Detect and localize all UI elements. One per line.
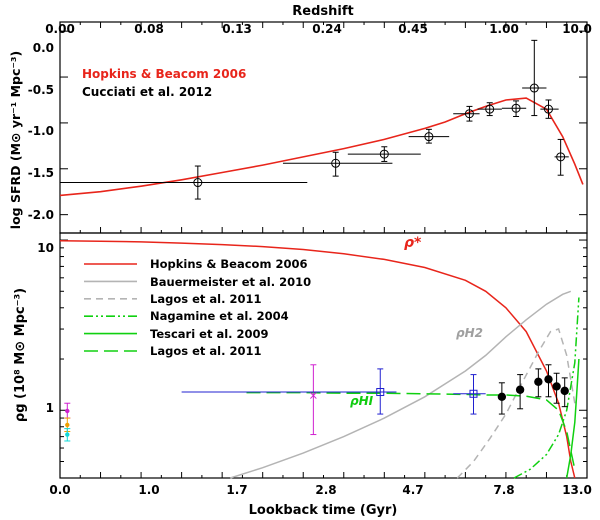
cucciati-point [379,149,389,159]
cucciati-point [511,103,521,113]
cucciati-point [464,109,474,119]
bottom-line-tescari-et-al-2009 [565,358,580,479]
legend-label-lagos-h2: Lagos et al. 2011 [150,292,261,306]
bottom-y-axis-label: ρg (10⁸ M⊙ Mpc⁻³) [13,288,28,422]
bottom-legend: Hopkins & Beacom 2006 Bauermeister et al… [150,257,311,358]
legend-label-lagos-hi: Lagos et al. 2011 [150,344,261,358]
top-legend-hopkins: Hopkins & Beacom 2006 [82,67,246,81]
bottom-y-tick: 10 [37,241,54,255]
redshift-tick: 0.00 [45,22,75,36]
top-y-tick: 0.0 [33,41,54,55]
top-axis-title: Redshift [292,4,353,19]
point-dot [65,432,70,437]
legend-label-bauermeister: Bauermeister et al. 2010 [150,275,311,289]
bottom-y-tick: 1 [46,401,54,415]
lookback-tick: 2.8 [315,483,336,497]
top-y-ticks: 0.0 -0.5 -1.0 -1.5 -2.0 [28,41,54,222]
redshift-tick: 0.24 [312,22,342,36]
cucciati-point [543,104,553,114]
chart-marks [59,22,588,479]
x-axis-label: Lookback time (Gyr) [249,503,398,518]
lookback-tick: 13.0 [562,483,592,497]
cucciati-point [193,178,203,188]
top-panel-frame [59,21,588,234]
legend-label-hopkins: Hopkins & Beacom 2006 [150,257,307,271]
redshift-tick: 0.13 [222,22,252,36]
top-y-tick: -2.0 [28,208,54,222]
lookback-tick: 1.7 [226,483,247,497]
point-filled [544,375,553,384]
cucciati-point [424,132,434,142]
point-x [310,392,317,399]
bottom-y-ticks: 10 1 [37,241,54,415]
annotation-rho-h2: ρH2 [456,326,483,340]
legend-label-nagamine: Nagamine et al. 2004 [150,309,289,323]
lookback-tick: 7.8 [493,483,514,497]
bottom-line-lagos-et-al-2011-h2 [456,328,576,479]
redshift-tick: 0.45 [398,22,428,36]
top-y-tick: -1.5 [28,166,54,180]
top-y-tick: -0.5 [28,83,54,97]
lookback-ticks: 0.0 1.0 1.7 2.8 4.7 7.8 13.0 [49,483,591,497]
cucciati-point [556,152,566,162]
point-dot [65,408,70,414]
top-legend-cucciati: Cucciati et al. 2012 [82,85,212,99]
point-filled [534,377,543,386]
point-dot [65,422,70,428]
cucciati-point [485,104,495,114]
lookback-tick: 0.0 [49,483,70,497]
top-y-tick: -1.0 [28,124,54,138]
bottom-line-nagamine-et-al-2004 [513,297,580,479]
redshift-tick: 10.0 [562,22,592,36]
point-square [376,388,385,397]
bottom-line-hopkins-beacom-2006 [59,240,576,479]
lookback-tick: 1.0 [138,483,159,497]
point-filled [560,386,569,396]
lookback-tick: 4.7 [402,483,423,497]
redshift-tick: 1.00 [489,22,519,36]
redshift-ticks: 0.00 0.08 0.13 0.24 0.45 1.00 10.0 [45,22,592,36]
redshift-tick: 0.08 [134,22,164,36]
point-filled [552,382,561,391]
point-square [469,389,478,398]
annotation-rho-hi: ρHI [350,394,374,408]
legend-label-tescari: Tescari et al. 2009 [150,327,269,341]
top-line-hopkins-beacom-2006 [59,97,584,197]
point-filled [497,392,507,401]
annotation-rho-star: ρ* [404,235,422,251]
cucciati-point [529,83,539,93]
top-y-axis-label: log SFRD (M⊙ yr⁻¹ Mpc⁻³) [8,51,23,229]
bottom-line-bauermeister-et-al-2010 [230,290,572,479]
bottom-panel-frame [59,232,588,479]
point-filled [515,385,525,394]
cucciati-point [331,158,341,168]
